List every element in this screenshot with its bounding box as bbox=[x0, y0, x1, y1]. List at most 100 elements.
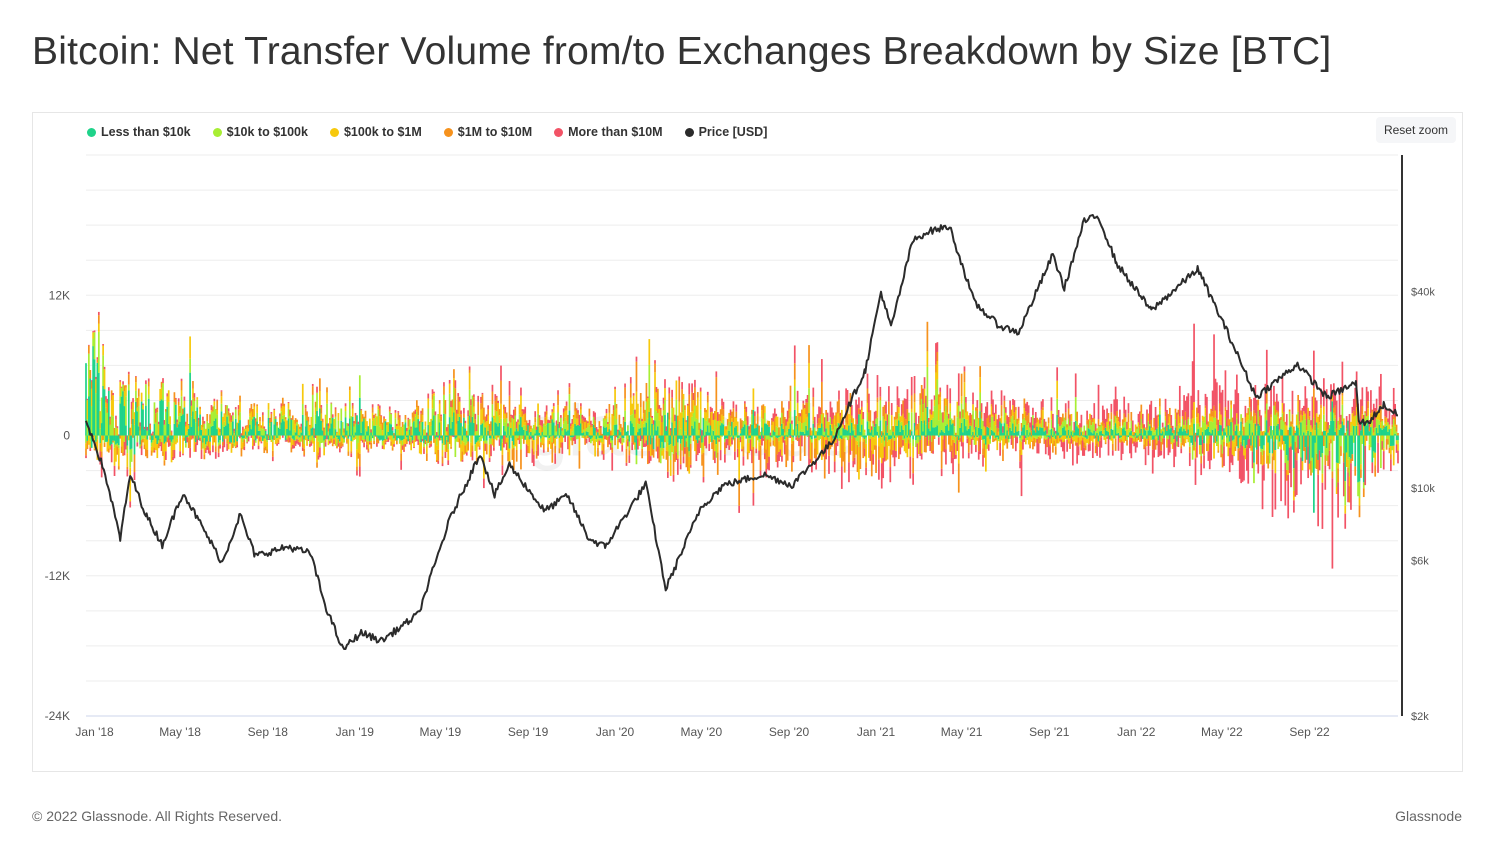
bar-segment-4 bbox=[749, 439, 752, 452]
bar-segment-4 bbox=[1044, 439, 1047, 455]
bar-segment-0 bbox=[356, 415, 358, 436]
bar-segment-2 bbox=[380, 424, 383, 430]
bar-segment-3 bbox=[444, 400, 447, 414]
bar-segment-1 bbox=[1190, 427, 1193, 436]
bar-segment-0 bbox=[819, 427, 822, 436]
bar-segment-2 bbox=[510, 422, 512, 429]
bar-segment-4 bbox=[768, 456, 770, 471]
bar-segment-0 bbox=[110, 435, 113, 445]
legend-item-2[interactable]: $100k to $1M bbox=[329, 125, 422, 139]
bar-segment-1 bbox=[1161, 427, 1164, 432]
bar-segment-3 bbox=[220, 391, 223, 397]
bar-segment-4 bbox=[1281, 375, 1284, 403]
bar-segment-4 bbox=[654, 360, 656, 364]
bar-segment-1 bbox=[437, 414, 440, 436]
bar-segment-1 bbox=[443, 394, 445, 414]
bar-segment-1 bbox=[1354, 426, 1357, 436]
bar-segment-3 bbox=[970, 414, 973, 426]
footer-brand: Glassnode bbox=[1395, 808, 1462, 824]
bar-segment-4 bbox=[1213, 334, 1215, 406]
bar-segment-0 bbox=[1278, 435, 1281, 442]
bar-segment-3 bbox=[236, 441, 239, 446]
bar-segment-0 bbox=[330, 423, 333, 436]
bar-segment-3 bbox=[1231, 417, 1234, 423]
bar-segment-3 bbox=[246, 425, 249, 427]
bar-segment-2 bbox=[356, 449, 358, 467]
bar-segment-0 bbox=[344, 417, 347, 436]
bar-segment-3 bbox=[123, 385, 126, 392]
bar-segment-0 bbox=[826, 435, 829, 438]
bar-segment-4 bbox=[437, 460, 440, 464]
bar-segment-4 bbox=[940, 468, 943, 477]
bar-segment-2 bbox=[159, 388, 162, 401]
bar-segment-0 bbox=[1163, 435, 1165, 439]
bar-segment-2 bbox=[435, 445, 438, 460]
bar-segment-0 bbox=[898, 420, 900, 436]
bar-segment-0 bbox=[534, 433, 537, 436]
bar-segment-2 bbox=[1237, 423, 1240, 432]
bar-segment-4 bbox=[293, 445, 296, 449]
bar-segment-3 bbox=[832, 418, 835, 430]
bar-segment-2 bbox=[1241, 424, 1244, 431]
bar-segment-0 bbox=[637, 432, 639, 436]
bar-segment-2 bbox=[809, 439, 812, 460]
bar-segment-2 bbox=[333, 419, 335, 428]
legend-item-5[interactable]: Price [USD] bbox=[684, 125, 767, 139]
bar-segment-3 bbox=[856, 444, 859, 473]
bar-segment-1 bbox=[414, 416, 417, 428]
bar-segment-3 bbox=[1190, 418, 1193, 423]
bar-segment-2 bbox=[89, 441, 92, 448]
bar-segment-4 bbox=[132, 398, 134, 403]
bar-segment-4 bbox=[407, 417, 410, 420]
bar-segment-4 bbox=[117, 434, 120, 436]
bar-segment-4 bbox=[424, 443, 427, 445]
bar-segment-4 bbox=[611, 452, 614, 471]
bar-segment-3 bbox=[206, 414, 209, 422]
bar-segment-4 bbox=[739, 436, 742, 443]
bar-segment-2 bbox=[1324, 421, 1327, 431]
bar-segment-3 bbox=[1342, 453, 1345, 463]
bar-segment-1 bbox=[512, 444, 515, 449]
bar-segment-1 bbox=[1360, 435, 1362, 465]
bar-segment-1 bbox=[979, 392, 982, 412]
bar-segment-4 bbox=[103, 366, 106, 370]
bar-segment-2 bbox=[204, 428, 207, 436]
legend-item-4[interactable]: More than $10M bbox=[554, 125, 663, 139]
bar-segment-1 bbox=[1244, 422, 1247, 436]
bar-segment-2 bbox=[1234, 435, 1237, 447]
bar-segment-4 bbox=[933, 395, 936, 400]
bar-segment-2 bbox=[1139, 439, 1141, 442]
bar-segment-2 bbox=[832, 429, 835, 436]
bar-segment-1 bbox=[1184, 420, 1187, 431]
bar-segment-2 bbox=[920, 435, 923, 454]
bar-segment-1 bbox=[587, 427, 589, 432]
bar-segment-0 bbox=[1234, 431, 1237, 436]
bar-segment-3 bbox=[890, 438, 893, 455]
bar-segment-0 bbox=[222, 435, 224, 442]
bar-segment-0 bbox=[1230, 422, 1233, 436]
bar-segment-4 bbox=[417, 439, 420, 445]
bar-segment-2 bbox=[1121, 435, 1124, 442]
legend-item-1[interactable]: $10k to $100k bbox=[212, 125, 308, 139]
bar-segment-2 bbox=[869, 422, 872, 433]
bar-segment-4 bbox=[709, 406, 712, 413]
legend-item-3[interactable]: $1M to $10M bbox=[443, 125, 532, 139]
reset-zoom-button[interactable]: Reset zoom bbox=[1375, 117, 1456, 143]
legend-item-0[interactable]: Less than $10k bbox=[87, 125, 191, 139]
bar-segment-1 bbox=[597, 435, 599, 439]
bar-segment-3 bbox=[756, 413, 759, 425]
bar-segment-2 bbox=[530, 429, 532, 432]
bar-segment-0 bbox=[126, 435, 129, 446]
bar-segment-2 bbox=[227, 435, 230, 450]
bar-segment-1 bbox=[1274, 414, 1277, 436]
bar-segment-3 bbox=[1161, 438, 1164, 445]
bar-segment-4 bbox=[105, 396, 107, 400]
bar-segment-2 bbox=[1284, 424, 1287, 436]
bar-segment-2 bbox=[916, 429, 919, 436]
bar-segment-3 bbox=[698, 422, 701, 430]
bar-segment-3 bbox=[125, 385, 127, 388]
bar-segment-0 bbox=[766, 424, 769, 436]
bar-segment-1 bbox=[214, 409, 217, 419]
bar-segment-2 bbox=[725, 429, 728, 436]
bar-segment-0 bbox=[414, 427, 417, 436]
